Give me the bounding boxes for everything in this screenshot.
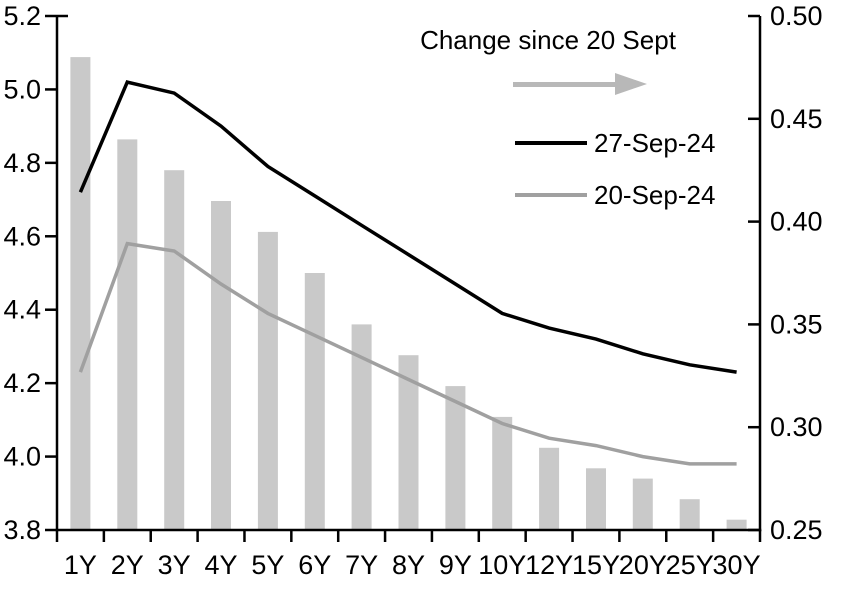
right-axis-tick-label: 0.35 — [770, 309, 823, 339]
bar-12Y — [539, 447, 560, 530]
x-axis-label-6Y: 6Y — [298, 550, 331, 580]
left-axis-tick-label: 5.2 — [3, 1, 41, 31]
right-axis-tick-label: 0.25 — [770, 515, 823, 545]
right-axis-tick-label: 0.45 — [770, 104, 823, 134]
right-axis-tick-label: 0.50 — [770, 1, 823, 31]
bar-15Y — [586, 468, 606, 530]
legend-label-27sep: 27-Sep-24 — [594, 127, 716, 158]
arrow-head — [615, 73, 647, 95]
bar-20Y — [632, 478, 653, 530]
line-27-Sep-24 — [78, 80, 737, 374]
bar-25Y — [679, 499, 700, 530]
left-axis-tick-label: 4.4 — [3, 295, 41, 325]
x-axis-label-30Y: 30Y — [713, 550, 761, 580]
bar-5Y — [257, 231, 278, 530]
right-axis-tick-label: 0.40 — [770, 207, 823, 237]
legend-swatch-20sep-line — [515, 193, 587, 197]
legend-label-20sep: 20-Sep-24 — [594, 179, 716, 210]
bars-change-since-20sept — [70, 57, 747, 530]
legend-item-27sep: 27-Sep-24 — [515, 127, 716, 158]
bar-4Y — [211, 201, 231, 530]
x-axis-label-20Y: 20Y — [619, 550, 667, 580]
bar-8Y — [398, 355, 419, 530]
bar-1Y — [70, 57, 91, 530]
x-axis-label-4Y: 4Y — [205, 550, 238, 580]
legend-swatch-27sep-line — [515, 141, 587, 145]
x-axis-label-5Y: 5Y — [251, 550, 284, 580]
x-axis-label-1Y: 1Y — [64, 550, 97, 580]
x-axis-label-9Y: 9Y — [439, 550, 472, 580]
left-axis-tick-label: 4.8 — [3, 148, 41, 178]
axes: 3.8 4.0 4.2 4.4 4.6 4.8 5.0 5.2 0.25 0.30 0.35 0.40… — [3, 1, 822, 580]
x-axis-label-10Y: 10Y — [478, 550, 526, 580]
x-axis-label-25Y: 25Y — [666, 550, 714, 580]
legend-item-20sep: 20-Sep-24 — [515, 179, 716, 210]
bar-10Y — [492, 416, 513, 530]
bar-9Y — [445, 386, 466, 530]
left-axis-tick-label: 4.2 — [3, 368, 41, 398]
line-20-Sep-24 — [78, 241, 737, 466]
arrow-shaft — [513, 81, 615, 87]
bar-6Y — [304, 273, 325, 530]
bar-2Y — [117, 139, 138, 530]
x-axis-label-7Y: 7Y — [345, 550, 378, 580]
x-axis-label-2Y: 2Y — [111, 550, 144, 580]
x-axis-label-3Y: 3Y — [158, 550, 191, 580]
x-axis-label-8Y: 8Y — [392, 550, 425, 580]
left-axis-tick-label: 4.0 — [3, 442, 41, 472]
right-axis-tick-label: 0.30 — [770, 412, 823, 442]
bar-3Y — [164, 170, 185, 530]
bar-30Y — [726, 519, 747, 530]
change-arrow-icon — [513, 73, 647, 95]
left-axis-tick-label: 5.0 — [3, 74, 41, 104]
left-axis-tick-label: 4.6 — [3, 221, 41, 251]
x-axis-label-12Y: 12Y — [525, 550, 573, 580]
chart-legend-title: Change since 20 Sept — [420, 25, 676, 55]
bar-7Y — [351, 324, 372, 530]
x-axis-label-15Y: 15Y — [572, 550, 620, 580]
left-axis-tick-label: 3.8 — [3, 515, 41, 545]
